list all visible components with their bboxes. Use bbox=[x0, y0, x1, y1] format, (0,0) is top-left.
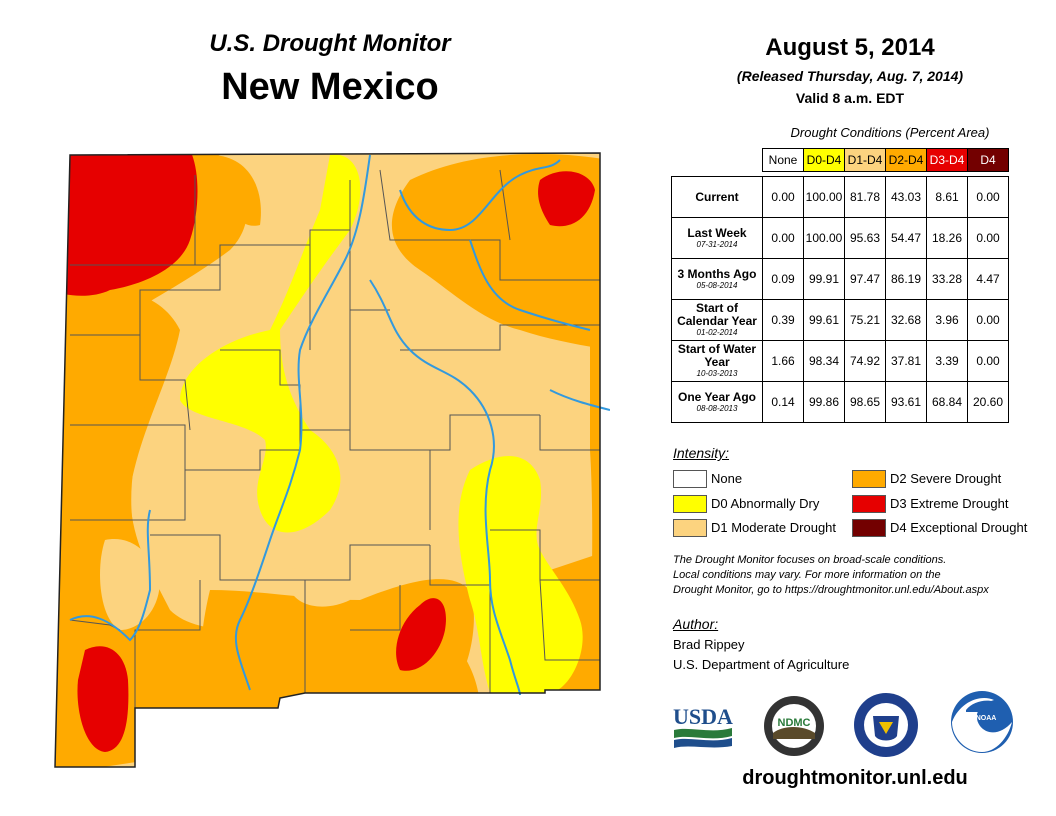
table-row: 3 Months Ago 05-08-2014 0.09 99.91 97.47 … bbox=[671, 258, 1009, 300]
col-header-none: None bbox=[762, 148, 804, 172]
ndmc-logo: NDMC bbox=[764, 696, 824, 756]
table-header-row: None D0-D4 D1-D4 D2-D4 D3-D4 D4 bbox=[672, 148, 1009, 172]
state-outline bbox=[54, 152, 601, 768]
legend-swatch bbox=[673, 470, 707, 488]
legend-swatch bbox=[852, 519, 886, 537]
col-header-d3-d4: D3-D4 bbox=[926, 148, 968, 172]
legend-swatch bbox=[852, 495, 886, 513]
table-row: Current 0.00 100.00 81.78 43.03 8.61 0.0… bbox=[671, 176, 1009, 218]
table-row: One Year Ago 08-08-2013 0.14 99.86 98.65 … bbox=[671, 381, 1009, 423]
row-label: Last Week 07-31-2014 bbox=[671, 217, 763, 259]
table-row: Start of Calendar Year 01-02-2014 0.39 99… bbox=[671, 299, 1009, 341]
rivers bbox=[69, 154, 610, 696]
doc-seal-logo bbox=[854, 693, 918, 757]
usda-logo: USDA bbox=[673, 704, 733, 748]
new-mexico-drought-map bbox=[54, 152, 610, 768]
noaa-logo: NOAA bbox=[951, 691, 1013, 753]
d2-region-west bbox=[55, 291, 148, 580]
d2-region-south-central bbox=[200, 579, 474, 710]
release-date: (Released Thursday, Aug. 7, 2014) bbox=[736, 68, 964, 84]
d2-region-north bbox=[210, 155, 261, 226]
d0-region-central bbox=[180, 154, 361, 533]
author-title: Author: bbox=[673, 616, 719, 632]
drought-conditions-table: None D0-D4 D1-D4 D2-D4 D3-D4 D4 Current … bbox=[671, 148, 1009, 423]
row-label: Start of Water Year 10-03-2013 bbox=[671, 340, 763, 382]
disclaimer-note: The Drought Monitor focuses on broad-sca… bbox=[673, 553, 1043, 598]
d3-region-south-central bbox=[396, 598, 446, 671]
row-label: 3 Months Ago 05-08-2014 bbox=[671, 258, 763, 300]
legend-title: Intensity: bbox=[673, 445, 730, 461]
row-label: Current bbox=[671, 176, 763, 218]
svg-text:NOAA: NOAA bbox=[976, 715, 997, 722]
valid-time: Valid 8 a.m. EDT bbox=[795, 90, 905, 106]
website-link[interactable]: droughtmonitor.unl.edu bbox=[742, 767, 968, 789]
d3-region-northwest bbox=[55, 153, 198, 296]
col-header-d4: D4 bbox=[967, 148, 1009, 172]
legend-swatch bbox=[673, 495, 707, 513]
col-header-d2-d4: D2-D4 bbox=[885, 148, 927, 172]
svg-text:USDA: USDA bbox=[673, 704, 733, 729]
table-row: Last Week 07-31-2014 0.00 100.00 95.63 54… bbox=[671, 217, 1009, 259]
legend-swatch bbox=[673, 519, 707, 537]
row-label: One Year Ago 08-08-2013 bbox=[671, 381, 763, 423]
author-org: U.S. Department of Agriculture bbox=[673, 657, 850, 672]
col-header-d1-d4: D1-D4 bbox=[844, 148, 886, 172]
state-title: New Mexico bbox=[221, 66, 439, 108]
row-label: Start of Calendar Year 01-02-2014 bbox=[671, 299, 763, 341]
table-row: Start of Water Year 10-03-2013 1.66 98.34… bbox=[671, 340, 1009, 382]
table-title: Drought Conditions (Percent Area) bbox=[790, 125, 990, 140]
author-name: Brad Rippey bbox=[673, 637, 745, 652]
county-boundaries bbox=[69, 169, 600, 708]
svg-text:NDMC: NDMC bbox=[778, 717, 811, 729]
d3-region-southwest bbox=[77, 646, 129, 752]
col-header-d0-d4: D0-D4 bbox=[803, 148, 845, 172]
monitor-title: U.S. Drought Monitor bbox=[209, 30, 451, 57]
d3-region-northeast bbox=[538, 171, 595, 227]
map-date: August 5, 2014 bbox=[765, 34, 935, 61]
about-link[interactable]: Drought Monitor, go to https://droughtmo… bbox=[673, 584, 989, 596]
legend-swatch bbox=[852, 470, 886, 488]
